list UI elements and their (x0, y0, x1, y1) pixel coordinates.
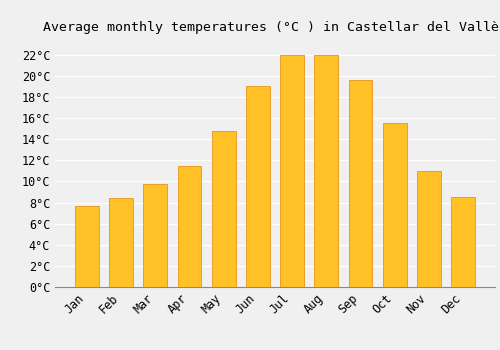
Bar (212, 131, 236, 287)
Title: Average monthly temperatures (°C ) in Castellar del Vallès: Average monthly temperatures (°C ) in Ca… (43, 21, 500, 34)
Bar (417, 171, 441, 287)
Bar (314, 55, 338, 287)
Bar (144, 183, 168, 287)
Bar (109, 198, 133, 287)
Bar (75, 206, 99, 287)
Bar (246, 86, 270, 287)
Bar (382, 123, 406, 287)
Bar (451, 197, 475, 287)
Bar (280, 55, 304, 287)
Bar (178, 166, 202, 287)
Bar (348, 80, 372, 287)
